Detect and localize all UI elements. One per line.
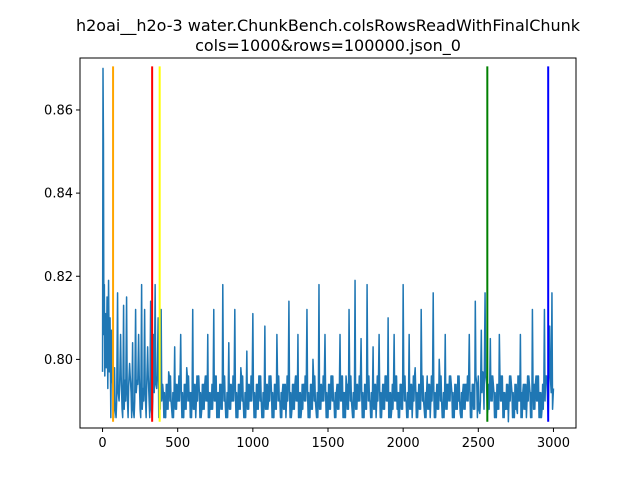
x-axis: 0 500 1000 1500 2000 2500 3000 xyxy=(98,428,570,451)
series-line-0 xyxy=(101,67,555,423)
x-tick-label-4: 2000 xyxy=(387,436,420,451)
y-axis: 0.80 0.82 0.84 0.86 xyxy=(44,103,80,368)
y-tick-label-0: 0.80 xyxy=(44,353,73,368)
x-tick-label-3: 1500 xyxy=(311,436,344,451)
x-tick-label-6: 3000 xyxy=(537,436,570,451)
y-tick-label-1: 0.82 xyxy=(44,270,73,285)
chart-title-line-1: h2oai__h2o-3 water.ChunkBench.colsRowsRe… xyxy=(76,16,581,36)
plot-area xyxy=(101,66,555,423)
y-tick-label-2: 0.84 xyxy=(44,187,73,202)
x-tick-label-5: 2500 xyxy=(462,436,495,451)
x-tick-label-2: 1000 xyxy=(236,436,269,451)
chart-title-line-2: cols=1000&rows=100000.json_0 xyxy=(195,36,461,56)
y-tick-label-3: 0.86 xyxy=(44,103,73,118)
x-tick-label-0: 0 xyxy=(98,436,106,451)
x-tick-label-1: 500 xyxy=(165,436,190,451)
